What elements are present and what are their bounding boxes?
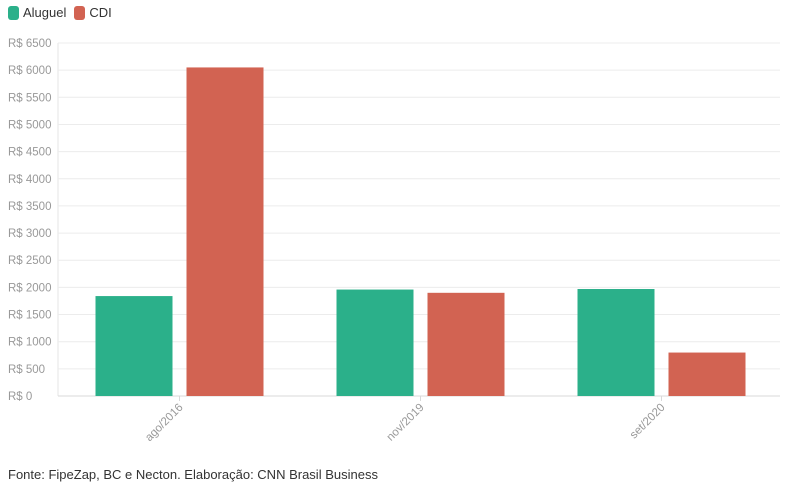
legend-swatch-aluguel — [8, 5, 19, 20]
bar-aluguel-2[interactable] — [577, 289, 655, 396]
bar-chart: R$ 0 R$ 500 R$ 1000 R$ 1500 R$ 2000 R$ 2500 R$… — [8, 38, 780, 444]
y-tick-label: R$ 5500 — [8, 92, 51, 104]
bar-aluguel-0[interactable] — [95, 296, 173, 396]
y-tick-label: R$ 6500 — [8, 38, 51, 50]
x-tick-label: set/2020 — [628, 402, 668, 442]
legend-swatch-cdi — [74, 5, 86, 20]
bar-cdi-2[interactable] — [668, 352, 746, 396]
legend-label-cdi: CDI — [89, 5, 112, 20]
y-tick-label: R$ 500 — [8, 364, 45, 376]
legend-item-cdi[interactable]: CDI — [74, 5, 112, 20]
bar-aluguel-1[interactable] — [336, 289, 414, 396]
chart-legend: Aluguel CDI — [8, 5, 120, 20]
y-tick-label: R$ 6000 — [8, 65, 51, 77]
y-tick-label: R$ 1000 — [8, 337, 51, 349]
bar-cdi-0[interactable] — [186, 67, 264, 396]
legend-item-aluguel[interactable]: Aluguel — [8, 5, 66, 20]
y-tick-label: R$ 4500 — [8, 147, 51, 159]
x-tick-label: nov/2019 — [385, 402, 427, 444]
grid-lines — [57, 42, 780, 397]
y-tick-label: R$ 2500 — [8, 255, 51, 267]
y-tick-label: R$ 0 — [8, 391, 32, 403]
bars — [95, 67, 746, 396]
source-note: Fonte: FipeZap, BC e Necton. Elaboração:… — [8, 467, 378, 482]
y-tick-label: R$ 1500 — [8, 310, 51, 322]
y-tick-label: R$ 3500 — [8, 201, 51, 213]
y-tick-label: R$ 4000 — [8, 174, 51, 186]
x-axis: ago/2016 nov/2019 set/2020 — [143, 396, 668, 444]
x-tick-label: ago/2016 — [143, 402, 185, 444]
y-tick-label: R$ 2000 — [8, 282, 51, 294]
y-axis: R$ 0 R$ 500 R$ 1000 R$ 1500 R$ 2000 R$ 2500 R$… — [8, 38, 51, 403]
y-tick-label: R$ 3000 — [8, 228, 51, 240]
legend-label-aluguel: Aluguel — [23, 5, 67, 20]
y-tick-label: R$ 5000 — [8, 119, 51, 131]
bar-cdi-1[interactable] — [427, 292, 505, 396]
